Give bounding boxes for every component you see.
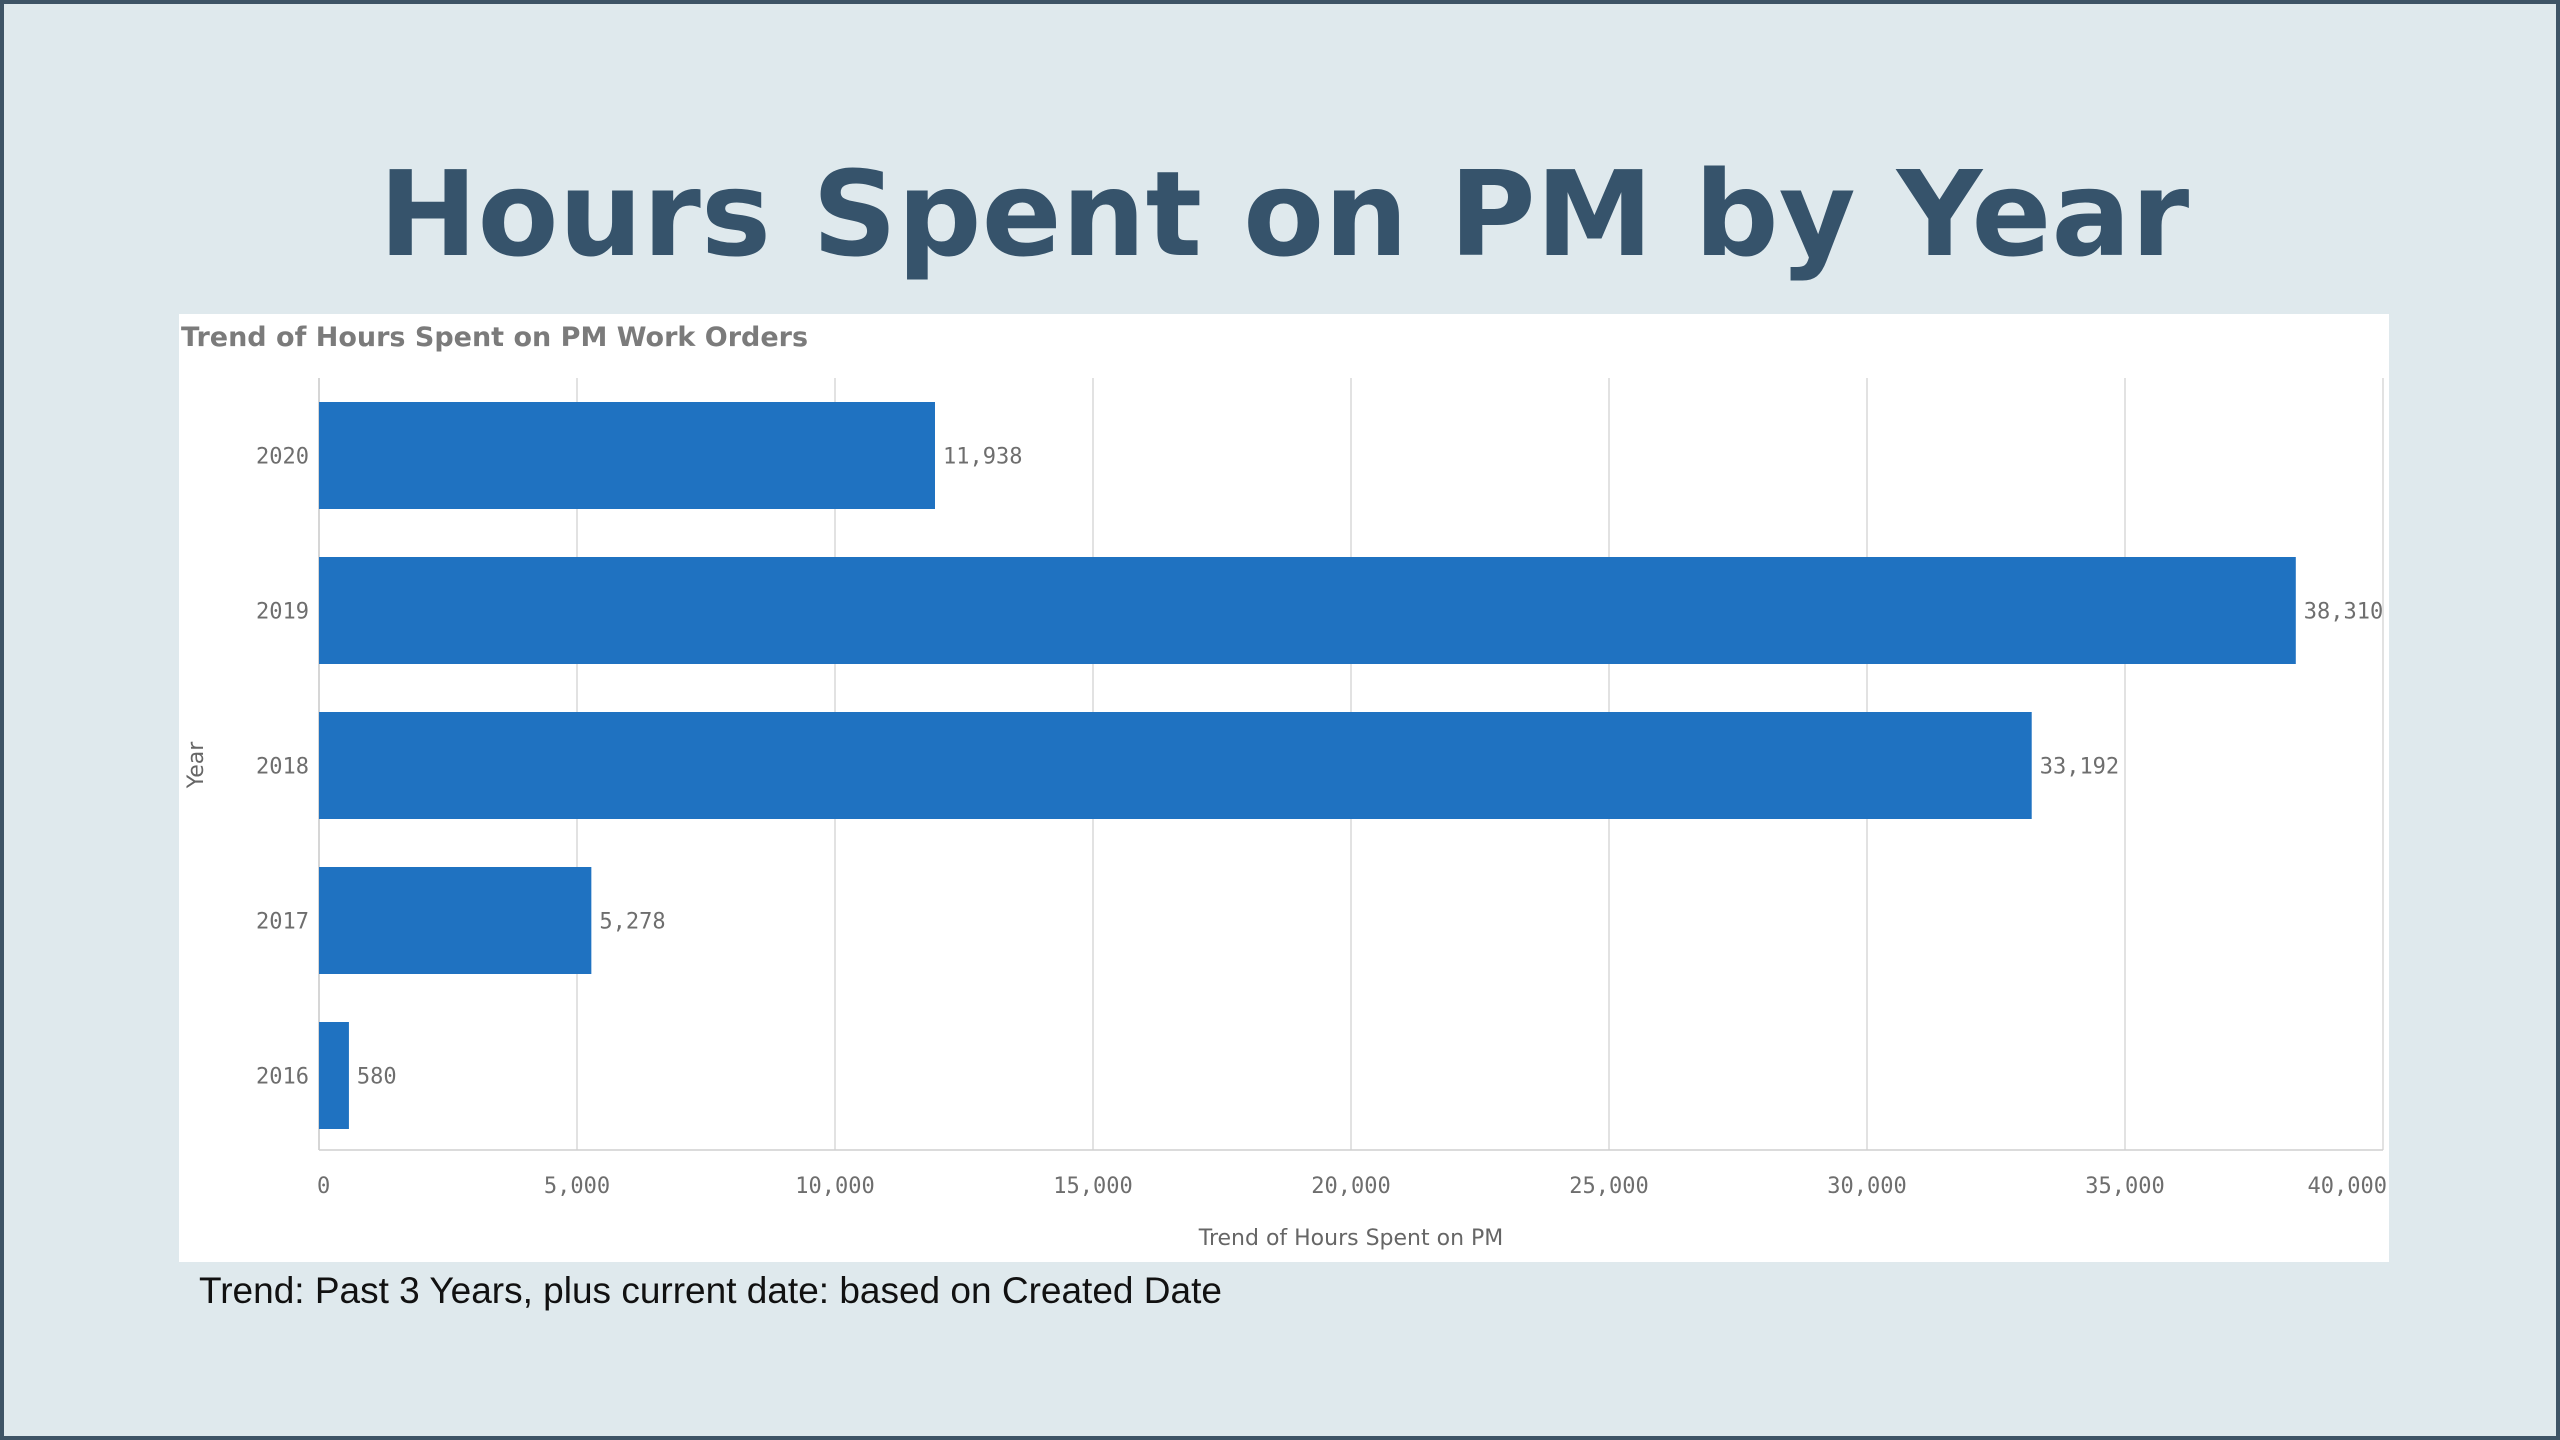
x-tick-label: 25,000 — [1569, 1174, 1648, 1199]
x-tick-label: 30,000 — [1827, 1174, 1906, 1199]
bar-2020[interactable] — [319, 402, 936, 509]
y-category-label: 2017 — [256, 910, 309, 935]
x-tick-label: 35,000 — [2085, 1174, 2164, 1199]
chart-title: Trend of Hours Spent on PM Work Orders — [181, 322, 809, 353]
value-label: 38,310 — [2304, 600, 2383, 625]
x-tick-label: 40,000 — [2308, 1174, 2387, 1199]
bar-2018[interactable] — [319, 712, 2032, 819]
value-label: 33,192 — [2040, 755, 2119, 780]
labels: 0 5,000 10,000 15,000 20,000 25,000 30,000 35,0… — [256, 445, 2387, 1200]
y-category-label: 2019 — [256, 600, 309, 625]
bar-chart: 0 5,000 10,000 15,000 20,000 25,000 30,000 35,0… — [184, 378, 2387, 1251]
x-tick-label: 10,000 — [795, 1174, 874, 1199]
value-label: 580 — [357, 1065, 397, 1090]
y-category-label: 2016 — [256, 1065, 309, 1090]
bars — [319, 402, 2296, 1129]
value-label: 5,278 — [599, 910, 665, 935]
bar-2017[interactable] — [319, 867, 592, 974]
footnote: Trend: Past 3 Years, plus current date: … — [199, 1270, 1222, 1311]
bar-2016[interactable] — [319, 1022, 349, 1129]
slide-title: Hours Spent on PM by Year — [378, 145, 2190, 283]
x-tick-label: 20,000 — [1311, 1174, 1390, 1199]
bar-2019[interactable] — [319, 557, 2296, 664]
x-axis-title: Trend of Hours Spent on PM — [1198, 1226, 1504, 1251]
x-tick-label: 15,000 — [1053, 1174, 1132, 1199]
x-tick-label: 5,000 — [544, 1174, 610, 1199]
y-axis-title: Year — [184, 741, 209, 790]
chart-panel: Trend of Hours Spent on PM Work Orders 0… — [179, 314, 2389, 1262]
y-category-label: 2018 — [256, 755, 309, 780]
value-label: 11,938 — [943, 445, 1022, 470]
y-category-label: 2020 — [256, 445, 309, 470]
x-tick-label: 0 — [317, 1174, 330, 1199]
